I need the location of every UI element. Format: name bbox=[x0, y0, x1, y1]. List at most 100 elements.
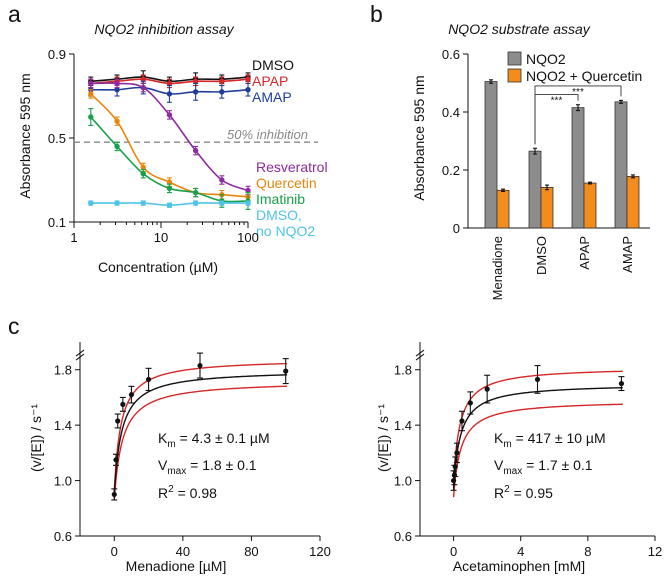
x-tick-label: 40 bbox=[176, 544, 190, 559]
y-axis-label: (v/[E]) / s⁻¹ bbox=[28, 404, 44, 472]
legend-apap: APAP bbox=[252, 73, 288, 89]
legend-swatch-nqo2 bbox=[507, 51, 522, 66]
data-point bbox=[166, 185, 173, 192]
panel-letter-a: a bbox=[8, 1, 21, 27]
y-tick-label: 1.4 bbox=[54, 418, 72, 433]
data-point bbox=[114, 118, 120, 124]
data-point bbox=[113, 457, 119, 463]
legend-resveratrol: Resveratrol bbox=[256, 159, 328, 175]
panel-letter-b: b bbox=[370, 1, 383, 27]
legend-swatch-nqo2-quercetin bbox=[507, 68, 522, 83]
category-label: Menadione bbox=[490, 236, 505, 300]
bar-nqo2-quercetin bbox=[626, 175, 640, 229]
x-axis-label: Acetaminophen [mM] bbox=[453, 558, 585, 574]
legend-quercetin: Quercetin bbox=[256, 175, 317, 191]
axis-break-mark bbox=[75, 353, 85, 361]
data-point bbox=[245, 200, 251, 206]
y-tick-label: 0.4 bbox=[442, 105, 460, 120]
x-tick-label: 1 bbox=[70, 230, 77, 245]
data-point bbox=[111, 491, 117, 498]
data-point bbox=[219, 200, 225, 206]
data-point bbox=[166, 202, 173, 208]
data-point bbox=[219, 78, 225, 85]
y-tick-label: 0 bbox=[453, 221, 460, 236]
data-point bbox=[128, 392, 135, 398]
legend-nqo2: NQO2 bbox=[526, 51, 566, 67]
x-tick-label: 0 bbox=[450, 544, 457, 559]
chart-title: NQO2 inhibition assay bbox=[94, 21, 234, 37]
data-point bbox=[140, 164, 146, 171]
y-tick-label: 1.8 bbox=[54, 363, 72, 378]
x-tick-label: 80 bbox=[244, 544, 258, 559]
data-point bbox=[88, 91, 94, 97]
bar-nqo2 bbox=[614, 101, 628, 229]
data-point bbox=[245, 76, 251, 82]
panel-letter-c: c bbox=[8, 313, 20, 339]
x-tick-label: 4 bbox=[517, 544, 524, 559]
data-point bbox=[245, 87, 251, 93]
data-point bbox=[192, 189, 199, 196]
panel-a-inhibition-chart: NQO2 inhibition assay Concentration (µM)… bbox=[17, 21, 328, 275]
data-point bbox=[484, 386, 490, 392]
y-tick-label: 0.6 bbox=[394, 529, 412, 544]
data-point bbox=[88, 114, 94, 120]
data-point bbox=[140, 171, 146, 177]
series-dmso-no-nqo2 bbox=[88, 200, 251, 208]
data-point bbox=[245, 187, 251, 194]
fit-annotations: Km = 417 ± 10 µM Vmax = 1.7 ± 0.1 R2 = 0… bbox=[494, 430, 606, 501]
data-point bbox=[219, 89, 225, 95]
y-tick-label: 0.2 bbox=[442, 163, 460, 178]
data-point bbox=[114, 200, 120, 206]
legend-dmso-no-nqo2-line1: DMSO, bbox=[256, 207, 302, 223]
significance-label: *** bbox=[572, 87, 584, 98]
panel-c-menadione-chart: Menadione [µM] (v/[E]) / s⁻¹ Km = 4.3 ± … bbox=[28, 342, 331, 574]
bar-nqo2 bbox=[484, 81, 498, 229]
michaelis-menten-fit-curve bbox=[452, 387, 623, 488]
x-tick-label: 12 bbox=[648, 544, 662, 559]
x-axis-label: Menadione [µM] bbox=[126, 558, 227, 574]
chart-title: NQO2 substrate assay bbox=[448, 21, 591, 37]
y-tick-label: 1.4 bbox=[394, 418, 412, 433]
y-tick-label: 1.8 bbox=[394, 363, 412, 378]
confidence-curve-upper bbox=[452, 370, 623, 481]
michaelis-menten-fit-curve bbox=[113, 374, 288, 495]
r2-annotation: R2 = 0.98 bbox=[158, 484, 217, 501]
legend: NQO2 NQO2 + Quercetin bbox=[507, 51, 642, 84]
data-point bbox=[140, 200, 146, 206]
confidence-curve-lower bbox=[113, 385, 288, 500]
y-axis-label: Absorbance 595 nm bbox=[17, 73, 33, 198]
data-point bbox=[192, 200, 199, 206]
reference-line-label: 50% inhibition bbox=[227, 127, 308, 142]
data-point bbox=[166, 112, 173, 118]
y-tick-label: 0.6 bbox=[442, 47, 460, 62]
data-point bbox=[467, 400, 473, 406]
data-point bbox=[534, 376, 541, 383]
legend-nqo2-quercetin: NQO2 + Quercetin bbox=[526, 68, 642, 84]
legend-amap: AMAP bbox=[252, 89, 292, 105]
x-tick-label: 0 bbox=[111, 544, 118, 559]
y-tick-label: 0.5 bbox=[48, 131, 66, 146]
confidence-curve-lower bbox=[452, 403, 623, 498]
y-tick-label: 1.0 bbox=[394, 474, 412, 489]
bar-nqo2-quercetin bbox=[540, 186, 554, 229]
data-point bbox=[192, 147, 199, 154]
data-point bbox=[115, 418, 121, 424]
bar-nqo2 bbox=[528, 150, 542, 229]
x-tick-label: 8 bbox=[584, 544, 591, 559]
category-label: APAP bbox=[577, 236, 592, 270]
y-tick-label: 0.6 bbox=[54, 529, 72, 544]
km-annotation: Km = 417 ± 10 µM bbox=[494, 430, 606, 450]
data-point bbox=[450, 477, 457, 484]
data-point bbox=[114, 143, 120, 150]
axis-break-mark bbox=[75, 349, 85, 357]
series-resveratrol bbox=[88, 78, 251, 196]
data-point bbox=[618, 380, 625, 387]
data-point bbox=[459, 418, 465, 424]
significance-label: *** bbox=[551, 96, 563, 107]
legend-dmso-no-nqo2-line2: no NQO2 bbox=[256, 223, 315, 239]
y-axis-label: (v/[E]) / s⁻¹ bbox=[375, 404, 391, 472]
vmax-annotation: Vmax = 1.7 ± 0.1 bbox=[494, 457, 593, 477]
category-label: AMAP bbox=[620, 236, 635, 273]
x-tick-label: 10 bbox=[154, 230, 168, 245]
